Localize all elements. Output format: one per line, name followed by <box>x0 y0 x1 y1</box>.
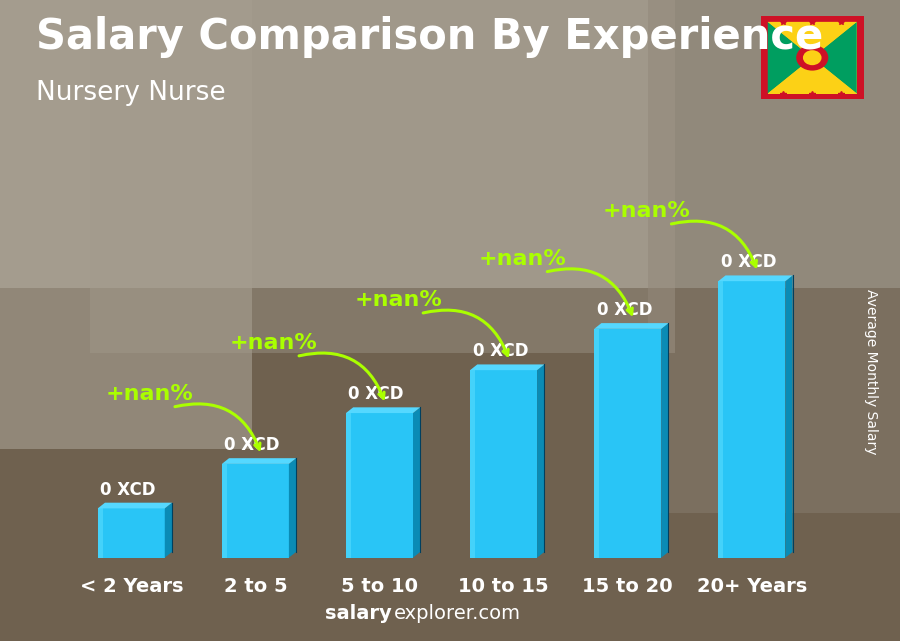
Bar <box>90 0 675 353</box>
Text: +nan%: +nan% <box>355 290 442 310</box>
Text: 2 to 5: 2 to 5 <box>223 578 287 596</box>
Polygon shape <box>768 22 857 58</box>
Text: Salary Comparison By Experience: Salary Comparison By Experience <box>36 16 824 58</box>
Polygon shape <box>346 407 420 413</box>
Polygon shape <box>346 413 351 558</box>
Polygon shape <box>594 329 662 558</box>
Polygon shape <box>98 508 103 558</box>
Polygon shape <box>289 458 296 558</box>
Polygon shape <box>768 22 812 94</box>
Text: 0 XCD: 0 XCD <box>100 481 156 499</box>
Polygon shape <box>594 329 599 558</box>
Text: 0 XCD: 0 XCD <box>597 301 652 319</box>
Text: 0 XCD: 0 XCD <box>472 342 528 360</box>
Text: +nan%: +nan% <box>602 201 690 221</box>
Polygon shape <box>98 508 165 558</box>
Polygon shape <box>594 323 669 329</box>
Polygon shape <box>470 370 537 558</box>
Text: explorer.com: explorer.com <box>394 604 521 623</box>
Polygon shape <box>662 323 669 558</box>
Polygon shape <box>98 503 172 508</box>
Polygon shape <box>470 365 544 370</box>
Text: 0 XCD: 0 XCD <box>348 385 404 403</box>
Text: Average Monthly Salary: Average Monthly Salary <box>863 289 878 454</box>
Bar <box>648 0 900 513</box>
Text: 0 XCD: 0 XCD <box>224 436 280 454</box>
Text: 15 to 20: 15 to 20 <box>582 578 673 596</box>
Bar <box>0 288 900 641</box>
Polygon shape <box>413 407 420 558</box>
Bar <box>768 22 857 94</box>
Text: < 2 Years: < 2 Years <box>79 578 183 596</box>
Polygon shape <box>786 276 793 558</box>
Polygon shape <box>222 464 227 558</box>
Text: +nan%: +nan% <box>230 333 318 353</box>
Text: 10 to 15: 10 to 15 <box>458 578 549 596</box>
Text: salary: salary <box>325 604 392 623</box>
Circle shape <box>803 50 822 65</box>
Text: 5 to 10: 5 to 10 <box>341 578 418 596</box>
Polygon shape <box>718 281 724 558</box>
Polygon shape <box>718 276 793 281</box>
Polygon shape <box>768 58 857 94</box>
Polygon shape <box>165 503 172 558</box>
Bar <box>0 0 900 288</box>
Text: +nan%: +nan% <box>106 384 194 404</box>
Polygon shape <box>470 370 475 558</box>
Circle shape <box>796 45 828 71</box>
Bar <box>0 0 252 449</box>
Polygon shape <box>537 365 544 558</box>
Polygon shape <box>812 22 857 94</box>
Text: 20+ Years: 20+ Years <box>697 578 807 596</box>
Text: 0 XCD: 0 XCD <box>721 253 777 271</box>
Polygon shape <box>222 464 289 558</box>
Polygon shape <box>718 281 786 558</box>
Polygon shape <box>346 413 413 558</box>
Text: +nan%: +nan% <box>478 249 566 269</box>
Text: Nursery Nurse: Nursery Nurse <box>36 80 226 106</box>
Polygon shape <box>222 458 296 464</box>
